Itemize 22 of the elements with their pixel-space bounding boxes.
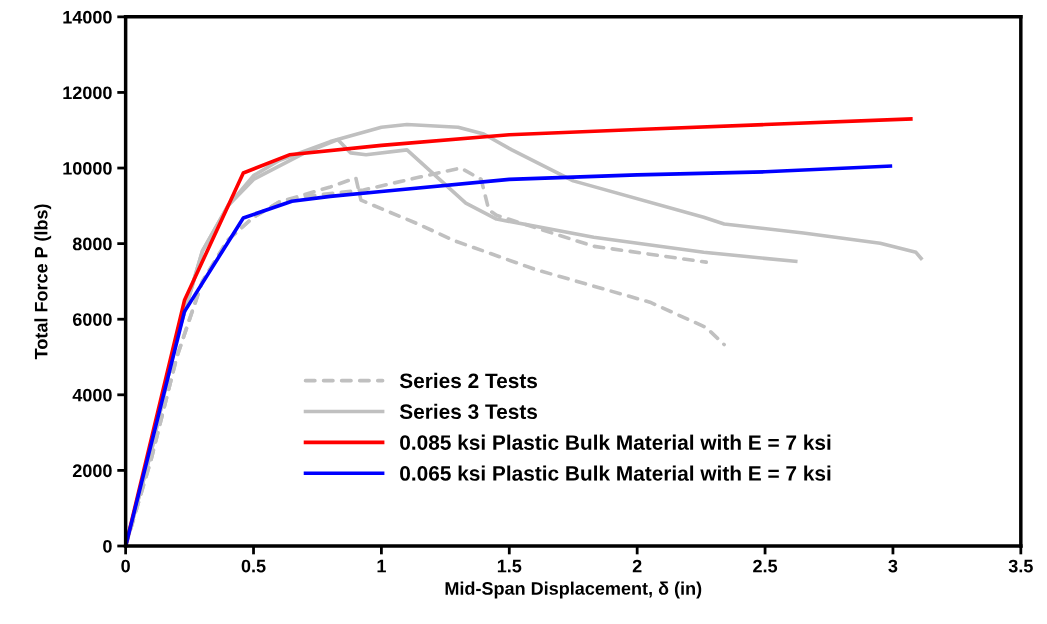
x-tick-label: 1.5: [497, 559, 522, 573]
y-tick-label: 10000: [63, 161, 112, 175]
legend-label: Series 2 Tests: [399, 372, 538, 389]
y-tick-label: 14000: [63, 10, 112, 24]
x-tick-label: 2: [632, 559, 642, 573]
legend-label: Series 3 Tests: [399, 403, 538, 420]
x-tick-label: 2.5: [753, 559, 778, 573]
y-tick-label: 2000: [72, 464, 112, 478]
y-tick-label: 0: [103, 539, 112, 553]
y-tick-label: 8000: [72, 237, 112, 251]
legend-label: 0.065 ksi Plastic Bulk Material with E = 7 ksi: [400, 465, 831, 481]
x-tick-label: 0.5: [241, 559, 266, 573]
y-tick-label: 4000: [72, 388, 112, 402]
x-axis-title: Mid-Span Displacement, δ (in): [445, 581, 702, 599]
y-axis-title: Total Force P (lbs): [34, 204, 52, 360]
x-tick-label: 3: [888, 559, 898, 573]
legend-label: 0.085 ksi Plastic Bulk Material with E = 7 ksi: [400, 434, 831, 450]
x-tick-label: 0: [121, 559, 130, 573]
x-tick-label: 3.5: [1008, 559, 1033, 573]
x-tick-label: 1: [377, 559, 386, 573]
y-tick-label: 12000: [63, 86, 112, 100]
y-tick-label: 6000: [72, 313, 112, 326]
